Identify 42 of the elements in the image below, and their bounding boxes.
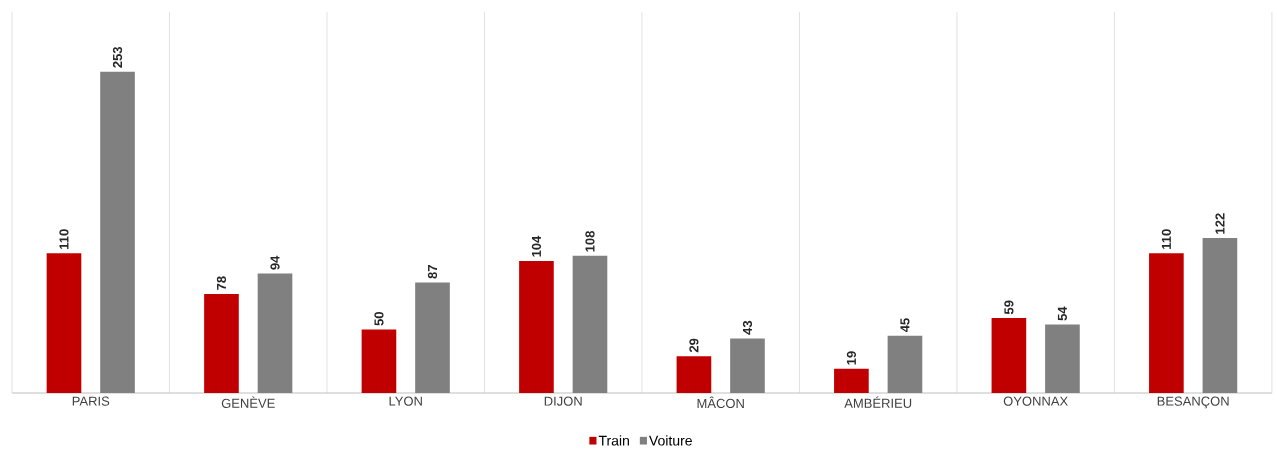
bar: [1149, 253, 1184, 393]
x-tick-label: GENÈVE: [221, 396, 275, 408]
data-label: 87: [427, 265, 438, 279]
data-label: 108: [585, 231, 595, 252]
bar: [572, 255, 608, 393]
data-label: 110: [59, 229, 69, 249]
bar: [415, 282, 450, 393]
data-label: 94: [270, 255, 280, 270]
bar: [1045, 324, 1080, 393]
data-label: 253: [112, 46, 123, 68]
x-tick-label: LYON: [389, 396, 422, 406]
x-tick-label: MÂCON: [697, 396, 744, 409]
bar: [834, 368, 869, 393]
data-label: 29: [689, 338, 699, 353]
bar: [676, 356, 712, 393]
bar: [46, 253, 82, 393]
bar: [361, 329, 397, 393]
data-label: 59: [1004, 300, 1014, 315]
bar: [204, 293, 239, 393]
data-label: 50: [374, 312, 384, 326]
data-label: 43: [742, 320, 753, 335]
x-tick-label: AMBÉRIEU: [844, 396, 912, 408]
data-label: 54: [1057, 306, 1067, 321]
x-tick-label: PARIS: [72, 396, 110, 406]
data-label: 78: [216, 276, 227, 290]
data-label: 19: [846, 351, 857, 365]
x-tick-label: DIJON: [544, 396, 582, 406]
bar: [991, 318, 1027, 393]
bar: [887, 335, 923, 393]
legend-label: Voiture: [649, 435, 692, 446]
data-label: 104: [531, 235, 542, 257]
data-label: 122: [1215, 213, 1225, 234]
data-label: 110: [1161, 229, 1171, 249]
bar: [1202, 238, 1238, 393]
bar: [730, 338, 765, 393]
bar: [257, 273, 293, 393]
data-label: 45: [900, 318, 910, 333]
bar: [100, 71, 135, 393]
legend-label: Train: [598, 435, 629, 446]
x-tick-label: BESANÇON: [1157, 396, 1229, 409]
bar: [519, 260, 554, 393]
x-tick-label: OYONNAX: [1003, 396, 1068, 406]
